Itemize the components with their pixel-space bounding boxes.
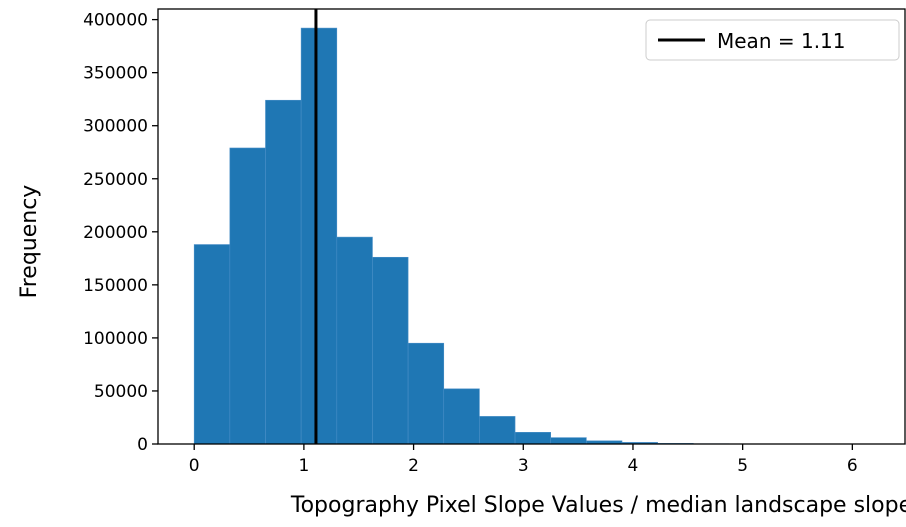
histogram-bar <box>443 388 480 445</box>
histogram-bar <box>265 99 302 445</box>
y-axis-label: Frequency <box>17 185 42 299</box>
histogram-bar <box>372 256 409 445</box>
x-tick-label: 6 <box>847 456 858 476</box>
histogram-bar <box>336 236 373 445</box>
legend-mean-label: Mean = 1.11 <box>717 29 846 53</box>
y-tick-label: 400000 <box>83 11 148 31</box>
bars-group <box>193 27 906 445</box>
y-tick-label: 0 <box>137 435 148 455</box>
histogram-bar <box>479 416 516 445</box>
histogram-bar <box>193 244 231 445</box>
y-tick-label: 150000 <box>83 276 148 296</box>
x-axis-ticks: 0 1 2 3 4 5 6 <box>189 444 858 476</box>
x-tick-label: 0 <box>189 456 200 476</box>
y-tick-label: 100000 <box>83 329 148 349</box>
legend-box <box>645 19 900 61</box>
x-tick-label: 5 <box>737 456 748 476</box>
histogram-bar <box>514 432 551 445</box>
legend: Mean = 1.11 <box>645 19 900 61</box>
histogram-bar <box>550 437 587 445</box>
y-tick-label: 250000 <box>83 170 148 190</box>
x-tick-label: 2 <box>408 456 419 476</box>
y-tick-label: 200000 <box>83 223 148 243</box>
y-tick-label: 50000 <box>94 382 148 402</box>
y-tick-label: 350000 <box>83 64 148 84</box>
histogram-bar <box>407 342 445 445</box>
x-axis-label: Topography Pixel Slope Values / median l… <box>290 493 906 518</box>
y-tick-label: 300000 <box>83 117 148 137</box>
axes-frame <box>157 8 906 445</box>
x-tick-label: 3 <box>518 456 529 476</box>
histogram-bar <box>229 147 266 445</box>
y-axis-ticks: 0 50000 100000 150000 200000 250000 300000 3500… <box>83 11 158 455</box>
x-tick-label: 1 <box>298 456 309 476</box>
x-tick-label: 4 <box>628 456 639 476</box>
histogram-bar <box>300 27 338 445</box>
